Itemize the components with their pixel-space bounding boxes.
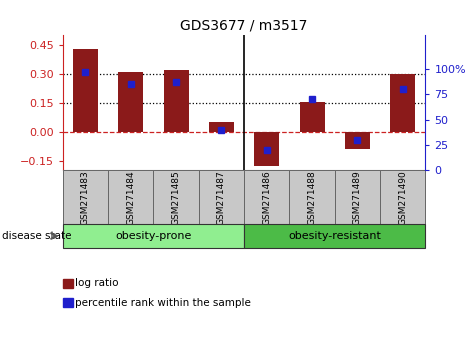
Text: GSM271487: GSM271487	[217, 170, 226, 224]
Bar	[345, 132, 370, 149]
Bar	[209, 122, 234, 132]
Text: obesity-prone: obesity-prone	[115, 231, 192, 241]
Text: log ratio: log ratio	[75, 278, 119, 288]
Text: obesity-resistant: obesity-resistant	[288, 231, 381, 241]
Bar	[63, 224, 244, 248]
Bar	[289, 170, 335, 224]
Text: GSM271489: GSM271489	[353, 170, 362, 224]
Bar	[390, 74, 415, 132]
Bar	[63, 298, 73, 307]
Text: percentile rank within the sample: percentile rank within the sample	[75, 298, 251, 308]
Bar	[108, 170, 153, 224]
Text: GSM271483: GSM271483	[81, 170, 90, 224]
Bar	[199, 170, 244, 224]
Bar	[118, 72, 143, 132]
Text: GSM271486: GSM271486	[262, 170, 271, 224]
Bar	[244, 224, 425, 248]
Bar	[63, 170, 108, 224]
Text: GSM271490: GSM271490	[399, 170, 407, 224]
Text: GSM271485: GSM271485	[172, 170, 180, 224]
Bar	[73, 49, 98, 132]
Text: GSM271488: GSM271488	[308, 170, 317, 224]
Bar	[335, 170, 380, 224]
Bar	[254, 132, 279, 166]
Bar	[164, 70, 189, 132]
Bar	[63, 279, 73, 288]
Bar	[153, 170, 199, 224]
Bar	[244, 170, 289, 224]
Bar	[380, 170, 425, 224]
Bar	[299, 102, 325, 132]
Text: GSM271484: GSM271484	[126, 170, 135, 224]
Text: disease state: disease state	[2, 231, 72, 241]
Title: GDS3677 / m3517: GDS3677 / m3517	[180, 19, 308, 33]
